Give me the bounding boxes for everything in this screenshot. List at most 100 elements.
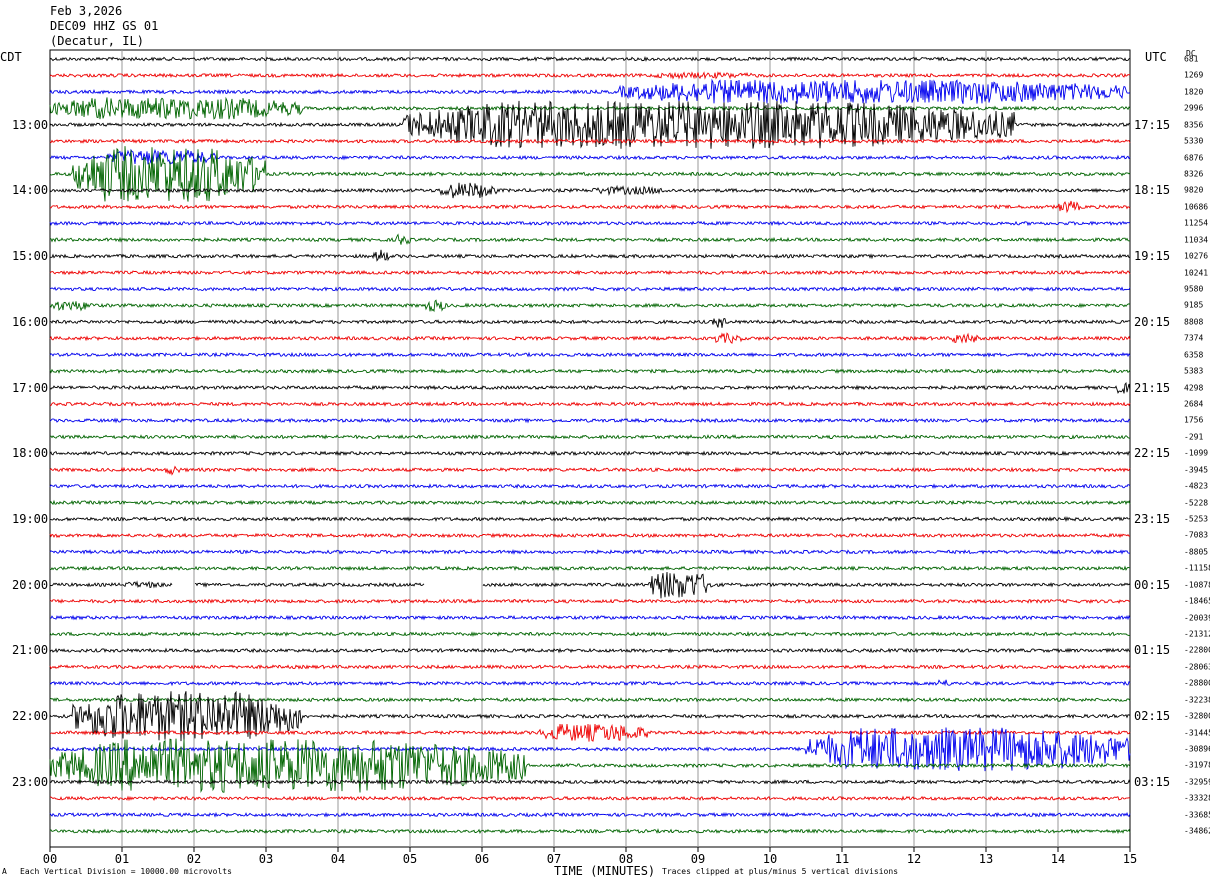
- seismic-trace-40: [49, 690, 1131, 742]
- dc-offset-label: 11254: [1184, 218, 1209, 228]
- seismic-trace-26: [49, 483, 1131, 490]
- utc-time-label: 17:15: [1134, 117, 1171, 132]
- dc-offset-label: 8808: [1184, 317, 1204, 327]
- dc-offset-label: 10686: [1184, 202, 1209, 212]
- x-tick-label: 07: [546, 852, 562, 866]
- seismic-trace-12: [49, 249, 1131, 262]
- right-axis-title: UTC: [1145, 50, 1167, 64]
- cdt-time-label: 20:00: [12, 577, 49, 592]
- seismic-trace-2: [49, 78, 1131, 104]
- dc-offset-label: 681: [1184, 54, 1199, 64]
- cdt-time-label: 15:00: [12, 249, 49, 264]
- dc-offset-label: 5383: [1184, 366, 1204, 376]
- x-tick-label: 01: [114, 852, 130, 866]
- utc-time-label: 18:15: [1134, 183, 1171, 198]
- seismic-trace-19: [49, 368, 1131, 375]
- seismic-trace-41: [49, 723, 1131, 742]
- seismic-trace-25: [49, 465, 1131, 476]
- seismic-trace-7: [49, 146, 1131, 202]
- dc-offset-label: -22800: [1184, 645, 1210, 655]
- clip-note: Traces clipped at plus/minus 5 vertical …: [662, 867, 899, 876]
- seismic-trace-17: [49, 332, 1131, 344]
- dc-offset-label: 8356: [1184, 120, 1204, 130]
- seismic-trace-31: [49, 565, 1131, 572]
- seismic-trace-29: [49, 532, 1131, 539]
- dc-offset-label: 9580: [1184, 284, 1204, 294]
- dc-offset-label: -1099: [1184, 448, 1209, 458]
- utc-time-label: 01:15: [1134, 643, 1171, 658]
- seismic-trace-20: [49, 381, 1131, 394]
- dc-offset-label: -32959: [1184, 777, 1210, 787]
- dc-offset-label: 2996: [1184, 103, 1204, 113]
- seismic-trace-5: [49, 138, 1131, 144]
- cdt-time-label: 21:00: [12, 643, 49, 658]
- seismic-trace-15: [49, 299, 1131, 313]
- utc-time-label: 02:15: [1134, 709, 1171, 724]
- seismic-trace-27: [49, 499, 1131, 506]
- seismic-trace-10: [49, 220, 1131, 227]
- seismic-trace-22: [49, 417, 1131, 424]
- seismic-trace-38: [49, 679, 1131, 687]
- dc-offset-label: -28800: [1184, 678, 1210, 688]
- seismic-trace-24: [49, 450, 1131, 457]
- station-code: DEC09 HHZ GS 01: [50, 19, 159, 33]
- seismic-trace-45: [49, 795, 1131, 802]
- dc-offset-label: 6876: [1184, 153, 1204, 163]
- utc-time-label: 22:15: [1134, 446, 1171, 461]
- plot-date: Feb 3,2026: [50, 4, 123, 18]
- dc-offset-label: -32800: [1184, 711, 1210, 721]
- cdt-time-label: 19:00: [12, 512, 49, 527]
- seismic-trace-43: [49, 738, 1131, 794]
- seismic-trace-16: [49, 317, 1131, 328]
- dc-offset-label: 1269: [1184, 70, 1204, 80]
- dc-offset-label: 1820: [1184, 87, 1204, 97]
- utc-time-label: 19:15: [1134, 249, 1171, 264]
- seismic-trace-23: [49, 434, 1131, 440]
- station-location: (Decatur, IL): [50, 34, 144, 48]
- seismic-trace-28: [50, 515, 1131, 523]
- dc-offset-label: 6358: [1184, 350, 1204, 360]
- utc-time-label: 03:15: [1134, 774, 1171, 789]
- dc-offset-label: -8805: [1184, 547, 1209, 557]
- seismic-trace-32: [49, 571, 1131, 599]
- cdt-time-label: 17:00: [12, 380, 49, 395]
- dc-offset-label: -10878: [1184, 580, 1210, 590]
- x-tick-label: 00: [42, 852, 58, 866]
- seismic-trace-11: [49, 233, 1131, 245]
- seismic-trace-18: [49, 351, 1131, 358]
- x-tick-label: 15: [1122, 852, 1138, 866]
- dc-offset-label: 7374: [1184, 333, 1204, 343]
- seismic-trace-30: [49, 548, 1130, 555]
- dc-offset-label: -3945: [1184, 465, 1209, 475]
- dc-title: DC: [1186, 49, 1196, 58]
- dc-offset-label: -7083: [1184, 530, 1209, 540]
- cdt-time-label: 22:00: [12, 709, 49, 724]
- dc-offset-label: 9185: [1184, 300, 1204, 310]
- dc-offset-label: 5330: [1184, 136, 1204, 146]
- dc-offset-label: -5253: [1184, 514, 1209, 524]
- plot-frame: [49, 49, 1131, 848]
- dc-offset-label: 1756: [1184, 415, 1204, 425]
- dc-offset-label: 10241: [1184, 268, 1209, 278]
- seismic-trace-21: [49, 401, 1131, 407]
- dc-offset-label: 4298: [1184, 383, 1204, 393]
- dc-offset-label: -291: [1184, 432, 1204, 442]
- x-tick-label: 06: [474, 852, 490, 866]
- dc-offset-label: -31978: [1184, 760, 1210, 770]
- cdt-time-label: 16:00: [12, 314, 49, 329]
- seismic-trace-14: [49, 286, 1131, 292]
- x-tick-label: 08: [618, 852, 634, 866]
- dc-offset-label: -34862: [1184, 826, 1210, 836]
- seismic-trace-36: [49, 647, 1131, 654]
- seismic-trace-35: [49, 631, 1130, 637]
- seismic-trace-1: [49, 71, 1131, 80]
- seismic-trace-8: [49, 182, 1131, 199]
- seismic-trace-39: [49, 696, 1131, 703]
- corner-mark: A: [2, 867, 7, 876]
- x-tick-label: 09: [690, 852, 706, 866]
- seismic-trace-37: [49, 663, 1131, 670]
- dc-offset-label: -18465: [1184, 596, 1210, 606]
- cdt-time-label: 18:00: [12, 446, 49, 461]
- cdt-time-label: 23:00: [12, 774, 49, 789]
